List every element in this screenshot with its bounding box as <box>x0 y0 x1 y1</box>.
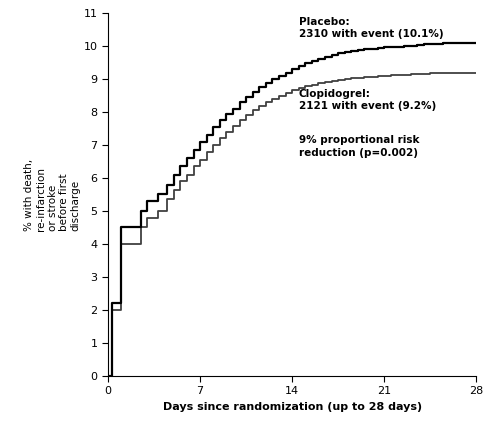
X-axis label: Days since randomization (up to 28 days): Days since randomization (up to 28 days) <box>163 402 422 412</box>
Y-axis label: % with death,
re-infarction
or stroke
before first
discharge: % with death, re-infarction or stroke be… <box>25 158 81 231</box>
Text: Placebo:
2310 with event (10.1%): Placebo: 2310 with event (10.1%) <box>299 16 443 39</box>
Text: Clopidogrel:
2121 with event (9.2%): Clopidogrel: 2121 with event (9.2%) <box>299 89 436 111</box>
Text: 9% proportional risk
reduction (p=0.002): 9% proportional risk reduction (p=0.002) <box>299 135 419 157</box>
